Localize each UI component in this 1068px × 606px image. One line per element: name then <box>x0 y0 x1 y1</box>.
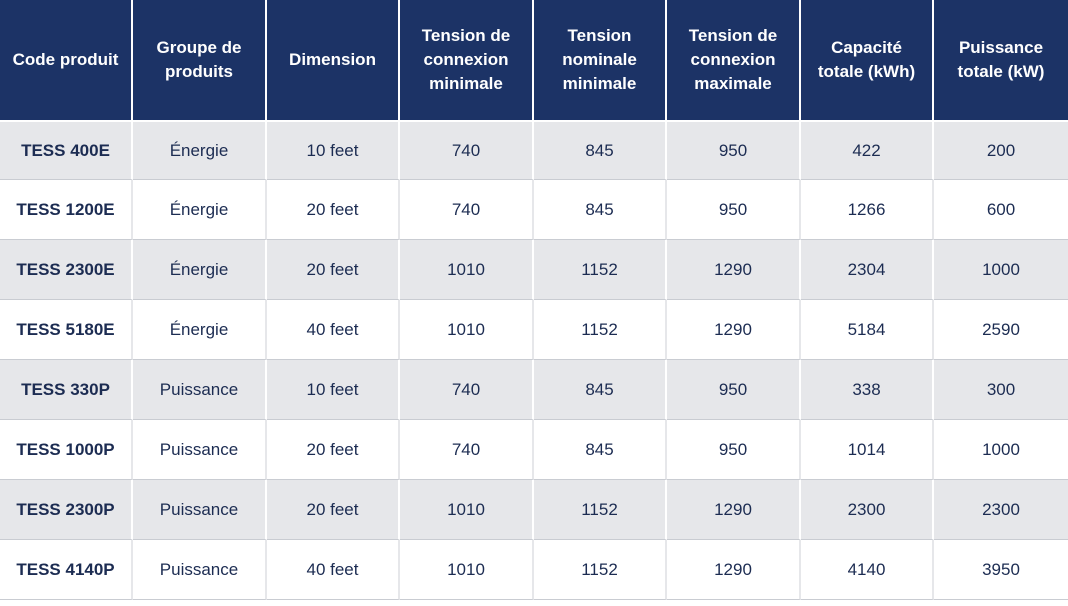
cell-capacite: 2300 <box>801 480 934 540</box>
cell-tension-connexion-max: 950 <box>667 420 801 480</box>
cell-capacite: 2304 <box>801 240 934 300</box>
cell-dimension: 40 feet <box>267 300 400 360</box>
cell-dimension: 10 feet <box>267 360 400 420</box>
cell-groupe: Puissance <box>133 480 267 540</box>
cell-tension-connexion-max: 950 <box>667 360 801 420</box>
header-dimension: Dimension <box>267 0 400 120</box>
table-header: Code produit Groupe de produits Dimensio… <box>0 0 1068 120</box>
cell-code-produit: TESS 2300P <box>0 480 133 540</box>
cell-tension-nominale-min: 845 <box>534 120 667 180</box>
cell-tension-connexion-max: 950 <box>667 120 801 180</box>
cell-dimension: 10 feet <box>267 120 400 180</box>
cell-groupe: Puissance <box>133 540 267 600</box>
header-tension-connexion-minimale: Tension de connexion minimale <box>400 0 534 120</box>
header-tension-connexion-maximale: Tension de connexion maximale <box>667 0 801 120</box>
cell-tension-nominale-min: 1152 <box>534 300 667 360</box>
cell-capacite: 4140 <box>801 540 934 600</box>
cell-groupe: Puissance <box>133 360 267 420</box>
cell-puissance: 2300 <box>934 480 1068 540</box>
cell-tension-connexion-min: 1010 <box>400 480 534 540</box>
cell-capacite: 5184 <box>801 300 934 360</box>
header-capacite-totale: Capacité totale (kWh) <box>801 0 934 120</box>
cell-tension-connexion-min: 1010 <box>400 240 534 300</box>
cell-tension-nominale-min: 845 <box>534 420 667 480</box>
header-tension-nominale-minimale: Tension nominale minimale <box>534 0 667 120</box>
table-row: TESS 1200E Énergie 20 feet 740 845 950 1266 600 <box>0 180 1068 240</box>
cell-dimension: 20 feet <box>267 180 400 240</box>
cell-tension-connexion-min: 740 <box>400 420 534 480</box>
cell-dimension: 40 feet <box>267 540 400 600</box>
table-body: TESS 400E Énergie 10 feet 740 845 950 422 200 TE… <box>0 120 1068 600</box>
cell-tension-connexion-min: 740 <box>400 360 534 420</box>
cell-code-produit: TESS 330P <box>0 360 133 420</box>
cell-code-produit: TESS 4140P <box>0 540 133 600</box>
table-row: TESS 400E Énergie 10 feet 740 845 950 422 200 <box>0 120 1068 180</box>
cell-groupe: Énergie <box>133 240 267 300</box>
cell-tension-connexion-min: 740 <box>400 120 534 180</box>
cell-dimension: 20 feet <box>267 480 400 540</box>
cell-tension-connexion-min: 1010 <box>400 540 534 600</box>
cell-puissance: 600 <box>934 180 1068 240</box>
table-row: TESS 2300P Puissance 20 feet 1010 1152 1290 23… <box>0 480 1068 540</box>
cell-groupe: Énergie <box>133 180 267 240</box>
cell-tension-connexion-max: 1290 <box>667 300 801 360</box>
cell-code-produit: TESS 5180E <box>0 300 133 360</box>
cell-code-produit: TESS 2300E <box>0 240 133 300</box>
cell-tension-nominale-min: 1152 <box>534 480 667 540</box>
table-row: TESS 4140P Puissance 40 feet 1010 1152 1290 41… <box>0 540 1068 600</box>
cell-groupe: Énergie <box>133 120 267 180</box>
cell-tension-connexion-min: 740 <box>400 180 534 240</box>
cell-puissance: 200 <box>934 120 1068 180</box>
cell-capacite: 422 <box>801 120 934 180</box>
cell-puissance: 2590 <box>934 300 1068 360</box>
cell-capacite: 338 <box>801 360 934 420</box>
cell-capacite: 1266 <box>801 180 934 240</box>
cell-code-produit: TESS 400E <box>0 120 133 180</box>
table-row: TESS 2300E Énergie 20 feet 1010 1152 1290 2304… <box>0 240 1068 300</box>
cell-tension-connexion-max: 1290 <box>667 480 801 540</box>
table-row: TESS 5180E Énergie 40 feet 1010 1152 1290 5184… <box>0 300 1068 360</box>
cell-tension-nominale-min: 845 <box>534 180 667 240</box>
cell-tension-nominale-min: 845 <box>534 360 667 420</box>
cell-tension-nominale-min: 1152 <box>534 540 667 600</box>
cell-groupe: Puissance <box>133 420 267 480</box>
cell-tension-connexion-max: 950 <box>667 180 801 240</box>
cell-puissance: 1000 <box>934 240 1068 300</box>
header-puissance-totale: Puissance totale (kW) <box>934 0 1068 120</box>
header-groupe-de-produits: Groupe de produits <box>133 0 267 120</box>
cell-code-produit: TESS 1000P <box>0 420 133 480</box>
cell-tension-connexion-min: 1010 <box>400 300 534 360</box>
cell-puissance: 1000 <box>934 420 1068 480</box>
cell-groupe: Énergie <box>133 300 267 360</box>
cell-code-produit: TESS 1200E <box>0 180 133 240</box>
header-code-produit: Code produit <box>0 0 133 120</box>
table-row: TESS 1000P Puissance 20 feet 740 845 950 1014 1… <box>0 420 1068 480</box>
cell-puissance: 3950 <box>934 540 1068 600</box>
cell-puissance: 300 <box>934 360 1068 420</box>
cell-capacite: 1014 <box>801 420 934 480</box>
table-row: TESS 330P Puissance 10 feet 740 845 950 338 300 <box>0 360 1068 420</box>
cell-dimension: 20 feet <box>267 240 400 300</box>
cell-tension-nominale-min: 1152 <box>534 240 667 300</box>
cell-tension-connexion-max: 1290 <box>667 540 801 600</box>
cell-tension-connexion-max: 1290 <box>667 240 801 300</box>
cell-dimension: 20 feet <box>267 420 400 480</box>
header-row: Code produit Groupe de produits Dimensio… <box>0 0 1068 120</box>
